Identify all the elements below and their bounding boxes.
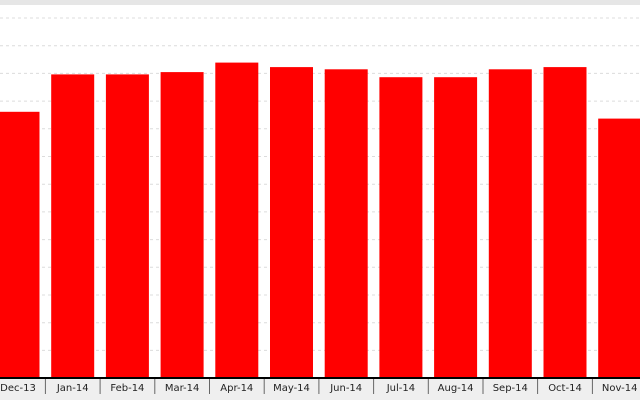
x-tick-label: Jun-14 [329, 383, 362, 394]
x-tick-label: Dec-13 [0, 383, 36, 394]
bar-nov-14 [598, 118, 640, 377]
x-tick-label: Jan-14 [56, 383, 89, 394]
bar-jun-14 [324, 69, 368, 378]
x-ticks: Dec-13 Jan-14 Feb-14 Mar-14 Apr-14 May-14 Jun-… [0, 379, 637, 394]
bars [0, 62, 640, 378]
x-tick-label: Feb-14 [110, 383, 144, 394]
top-border [0, 0, 640, 5]
x-tick-label: Oct-14 [548, 383, 582, 394]
bar-mar-14 [160, 72, 204, 377]
x-tick-label: Nov-14 [602, 383, 638, 394]
bar-feb-14 [105, 74, 149, 378]
bar-jan-14 [51, 74, 95, 378]
bar-dec-13 [0, 111, 40, 378]
x-tick-label: Aug-14 [438, 383, 474, 394]
bar-aug-14 [434, 77, 478, 377]
bar-oct-14 [543, 67, 587, 377]
bar-sep-14 [488, 69, 532, 378]
gridlines [0, 17, 640, 351]
bar-may-14 [270, 67, 313, 377]
x-tick-label: May-14 [273, 383, 310, 394]
x-tick-label: Sep-14 [493, 383, 528, 394]
x-tick-label: Mar-14 [165, 383, 200, 394]
x-tick-label: Apr-14 [220, 383, 253, 394]
bar-jul-14 [379, 77, 423, 377]
x-axis-band [0, 378, 640, 400]
x-tick-label: Jul-14 [386, 383, 415, 394]
bar-apr-14 [215, 62, 259, 377]
